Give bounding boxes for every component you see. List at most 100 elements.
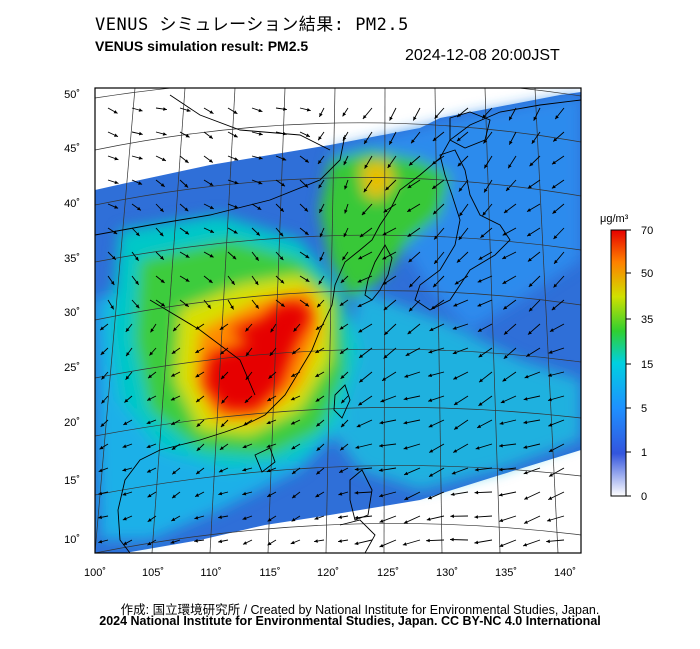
wind-arrow-head	[195, 373, 200, 378]
wind-arrow-head	[459, 212, 463, 217]
wind-arrow-head	[523, 470, 528, 475]
wind-arrow-head	[209, 254, 214, 258]
wind-arrow-head	[267, 541, 272, 546]
wind-arrow-head	[429, 327, 434, 331]
wind-arrow-head	[340, 375, 345, 379]
wind-arrow-head	[500, 399, 505, 404]
colorbar-label-50: 50	[641, 268, 653, 280]
wind-arrow-head	[304, 159, 309, 163]
wind-arrow-head	[498, 467, 503, 472]
wind-arrow-head	[402, 542, 407, 546]
wind-arrow-head	[549, 473, 553, 477]
colorbar-label-70: 70	[641, 225, 653, 237]
wind-arrow-head	[138, 156, 143, 160]
wind-arrow-head	[184, 207, 189, 212]
wind-arrow-head	[98, 491, 103, 496]
wind-arrow-head	[126, 352, 130, 357]
wind-arrow-head	[171, 517, 176, 521]
wind-arrow-head	[340, 279, 345, 283]
wind-arrow-head	[282, 157, 287, 161]
wind-arrow-head	[98, 515, 102, 519]
wind-arrow-head	[428, 495, 432, 500]
wind-arrow-head	[553, 283, 558, 288]
wind-arrow-head	[305, 254, 310, 259]
wind-arrow-head	[404, 496, 409, 500]
wind-arrow-head	[101, 399, 106, 404]
colorbar-label-1: 1	[641, 447, 647, 459]
wind-arrow-head	[171, 446, 176, 450]
wind-arrow-head	[101, 375, 106, 380]
wind-arrow-head	[255, 304, 259, 309]
wind-arrow-head	[523, 420, 528, 425]
wind-arrow-head	[135, 304, 140, 309]
wind-arrow-head	[266, 444, 271, 448]
lat-label-15: 15˚	[64, 475, 80, 487]
wind-arrow-head	[315, 398, 320, 402]
wind-arrow-head	[379, 543, 384, 548]
wind-arrow-head	[266, 468, 271, 473]
coastline	[95, 94, 581, 553]
wind-arrow-head	[159, 208, 164, 212]
wind-arrow-head	[453, 449, 458, 453]
wind-arrow-head	[279, 256, 284, 261]
lon-label-105: 105˚	[142, 567, 164, 579]
wind-arrow-head	[146, 420, 151, 424]
wind-arrow-head	[524, 520, 528, 524]
wind-arrow-head	[354, 491, 359, 495]
wind-arrow-head	[433, 210, 437, 215]
wind-arrow-head	[316, 422, 321, 427]
wind-arrow-head	[409, 283, 413, 288]
wind-arrow-head	[316, 470, 321, 475]
lon-label-140: 140˚	[554, 567, 576, 579]
wind-arrow-head	[474, 467, 479, 472]
wind-arrow-head	[409, 161, 413, 166]
wind-arrow-head	[456, 258, 461, 263]
wind-arrow-head	[555, 115, 559, 120]
wind-arrow-head	[163, 107, 167, 111]
wind-arrow-head	[387, 164, 392, 168]
wind-arrow-head	[504, 209, 508, 213]
wind-arrow-head	[434, 114, 439, 119]
wind-arrow-head	[339, 302, 344, 306]
wind-arrow-head	[319, 112, 323, 117]
wind-arrow-head	[281, 182, 285, 187]
wind-arrow-head	[527, 257, 532, 262]
wind-arrow-head	[318, 160, 322, 164]
wind-arrow-head	[523, 445, 528, 449]
wind-arrow-head	[195, 493, 200, 497]
wind-arrow-head	[364, 140, 368, 144]
wind-arrow-head	[499, 518, 504, 523]
wind-arrow-head	[454, 280, 459, 285]
wind-arrow-head	[315, 493, 320, 498]
wind-arrow-head	[196, 398, 200, 403]
wind-arrow-head	[146, 444, 151, 448]
wind-arrow-head	[147, 493, 152, 498]
wind-arrow-head	[184, 159, 189, 163]
wind-arrow-head	[125, 375, 130, 380]
wind-arrow-head	[243, 541, 247, 545]
wind-arrow-head	[318, 184, 322, 189]
wind-arrow-head	[283, 107, 287, 111]
colorbar-label-15: 15	[641, 359, 653, 371]
wind-arrow-head	[523, 543, 528, 547]
wind-arrow-head	[161, 157, 166, 161]
wind-arrow-head	[194, 539, 198, 543]
wind-arrow-head	[138, 181, 143, 185]
wind-arrow-head	[382, 377, 386, 381]
wind-arrow-head	[314, 516, 319, 520]
wind-arrow-head	[454, 426, 459, 430]
wind-arrow-head	[359, 233, 364, 238]
wind-arrow-head	[185, 278, 190, 282]
wind-arrow-head	[280, 207, 284, 212]
wind-arrow-head	[267, 397, 272, 401]
latitude-labels: 50˚ 45˚ 40˚ 35˚ 30˚ 25˚ 20˚ 15˚ 10˚	[64, 89, 80, 546]
wind-arrow-head	[383, 306, 388, 311]
wind-arrow-head	[194, 516, 199, 520]
wind-arrow-head	[432, 137, 437, 141]
wind-arrow-head	[434, 260, 438, 264]
wind-arrow-head	[484, 164, 488, 169]
wind-arrow-head	[426, 517, 431, 521]
wind-arrow-head	[318, 136, 322, 141]
title-english: VENUS simulation result: PM2.5	[95, 38, 309, 54]
wind-arrow-head	[282, 131, 287, 136]
